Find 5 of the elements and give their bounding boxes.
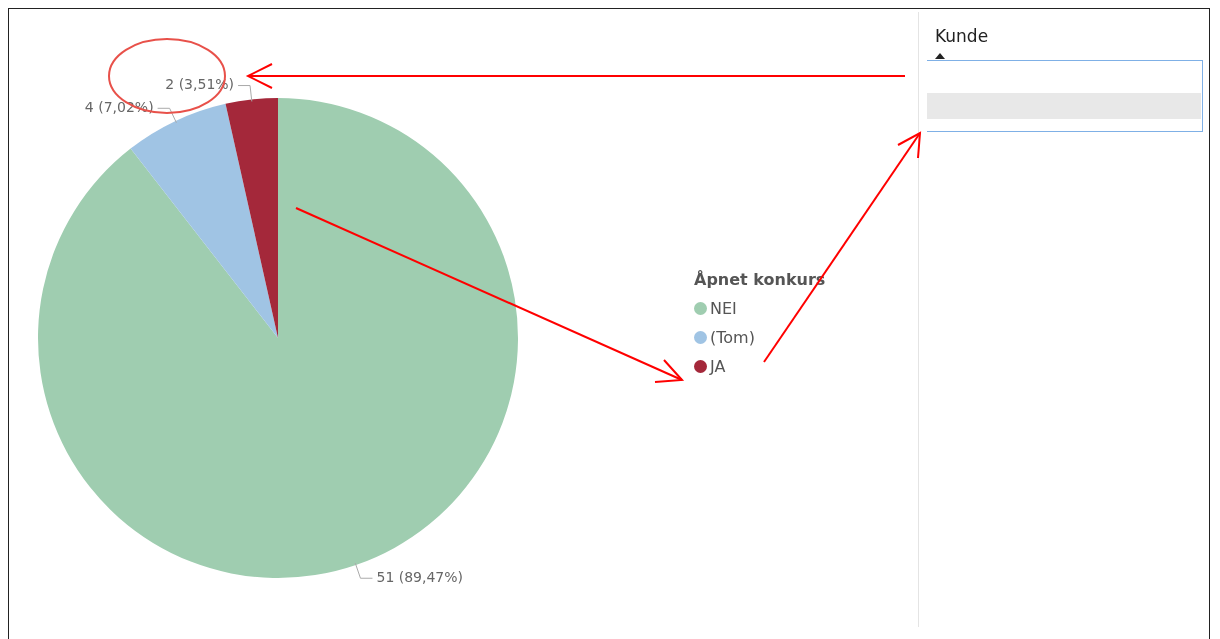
legend-label: JA [710, 357, 726, 376]
legend-label: NEI [710, 299, 737, 318]
text: Kunde [935, 26, 989, 46]
legend-label: (Tom) [710, 328, 755, 347]
data-label: 51 (89,47%) [376, 568, 464, 585]
